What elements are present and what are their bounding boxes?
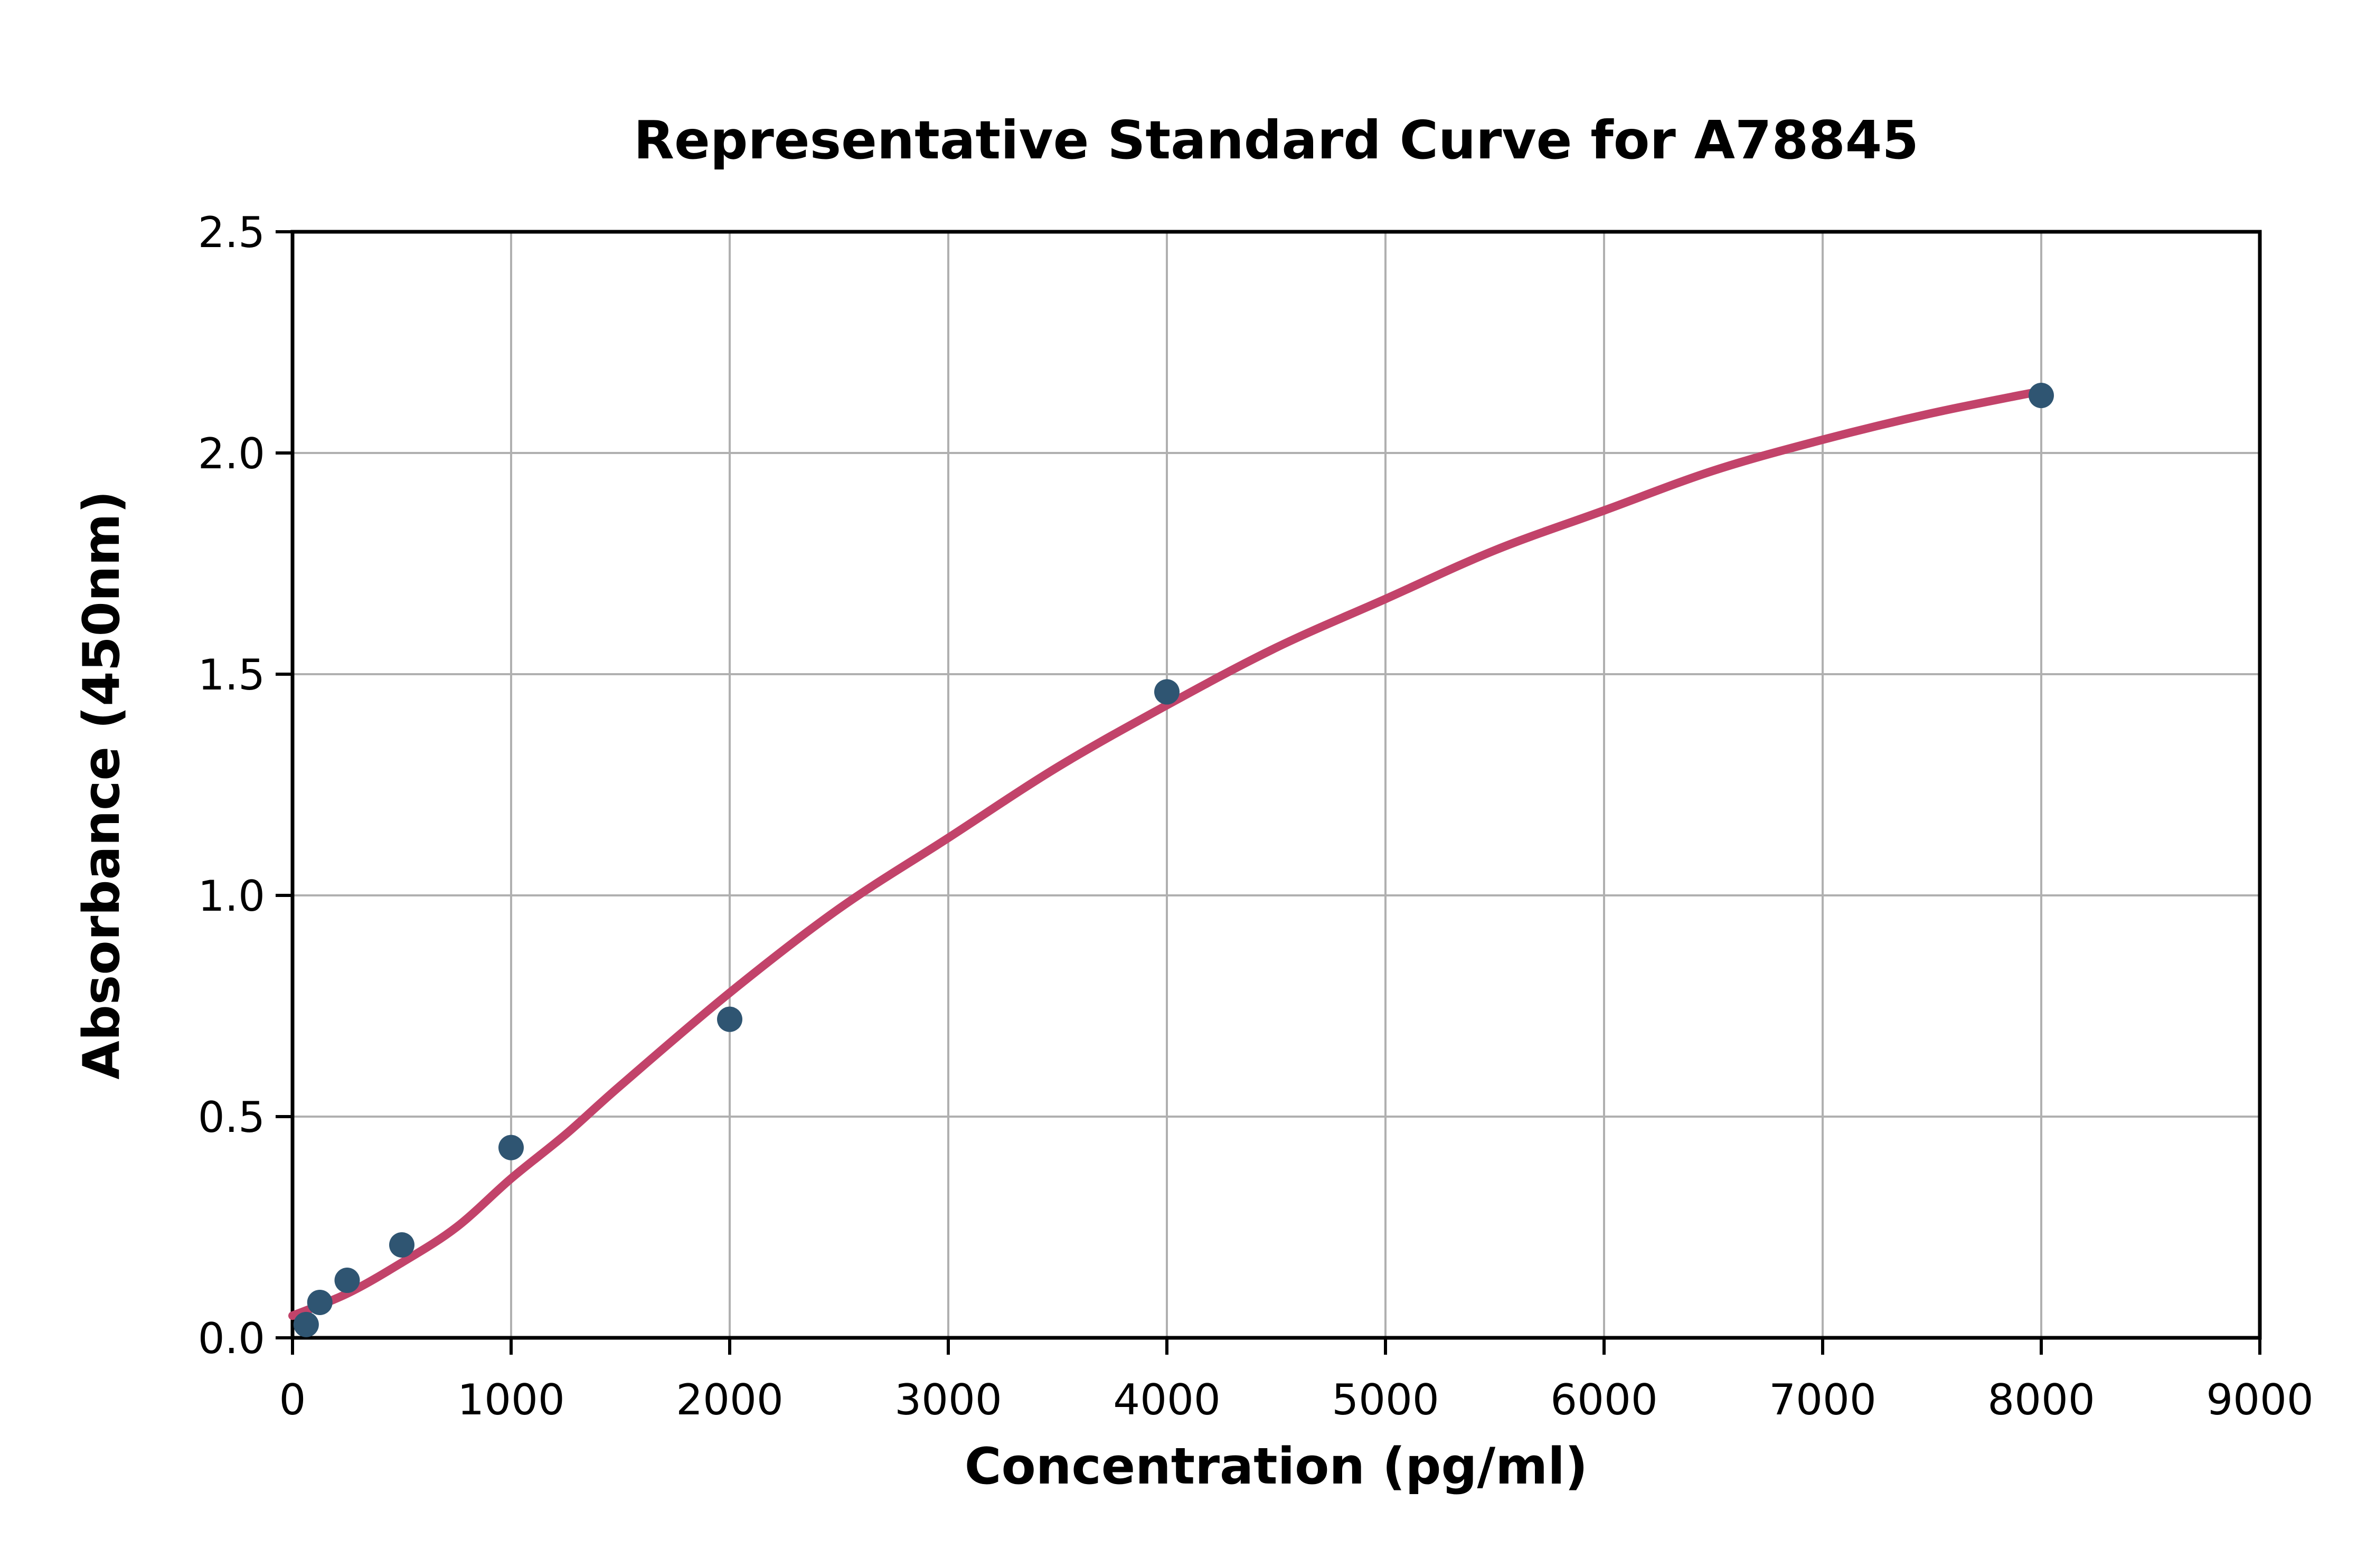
x-tick-label: 9000 (2206, 1375, 2314, 1424)
data-point (1154, 679, 1180, 705)
data-point (334, 1268, 360, 1293)
x-tick-label: 2000 (676, 1375, 784, 1424)
data-point (498, 1135, 524, 1160)
x-tick-label: 5000 (1332, 1375, 1439, 1424)
x-tick-label: 8000 (1987, 1375, 2095, 1424)
y-tick-label: 0.0 (198, 1314, 265, 1363)
tick-layer (276, 230, 2261, 1355)
x-tick-label: 0 (279, 1375, 306, 1424)
x-tick-label: 4000 (1113, 1375, 1221, 1424)
data-point (293, 1311, 319, 1337)
y-tick-label: 0.5 (198, 1093, 265, 1142)
chart-title: Representative Standard Curve for A78845 (634, 109, 1919, 171)
y-tick-label: 2.0 (198, 429, 265, 478)
x-tick-labels: 0 1000 2000 3000 4000 5000 6000 7000 8000 9000 (279, 1375, 2314, 1424)
y-tick-labels: 0.0 0.5 1.0 1.5 2.0 2.5 (198, 208, 265, 1363)
fit-curve-line (288, 386, 2045, 1320)
y-axis-label: Absorbance (450nm) (73, 490, 131, 1080)
grid-layer (293, 232, 2260, 1338)
y-tick-label: 2.5 (198, 208, 265, 257)
x-tick-label: 1000 (457, 1375, 565, 1424)
y-tick-label: 1.5 (198, 650, 265, 700)
y-tick-label: 1.0 (198, 872, 265, 921)
plot-border (290, 230, 2262, 1340)
data-point (307, 1289, 333, 1315)
x-tick-label: 7000 (1769, 1375, 1877, 1424)
x-tick-label: 6000 (1550, 1375, 1658, 1424)
x-tick-label: 3000 (894, 1375, 1002, 1424)
series-layer (288, 383, 2054, 1337)
data-point (717, 1006, 742, 1032)
data-point (389, 1232, 414, 1258)
data-point (2029, 383, 2054, 409)
x-axis-label: Concentration (pg/ml) (965, 1438, 1588, 1496)
